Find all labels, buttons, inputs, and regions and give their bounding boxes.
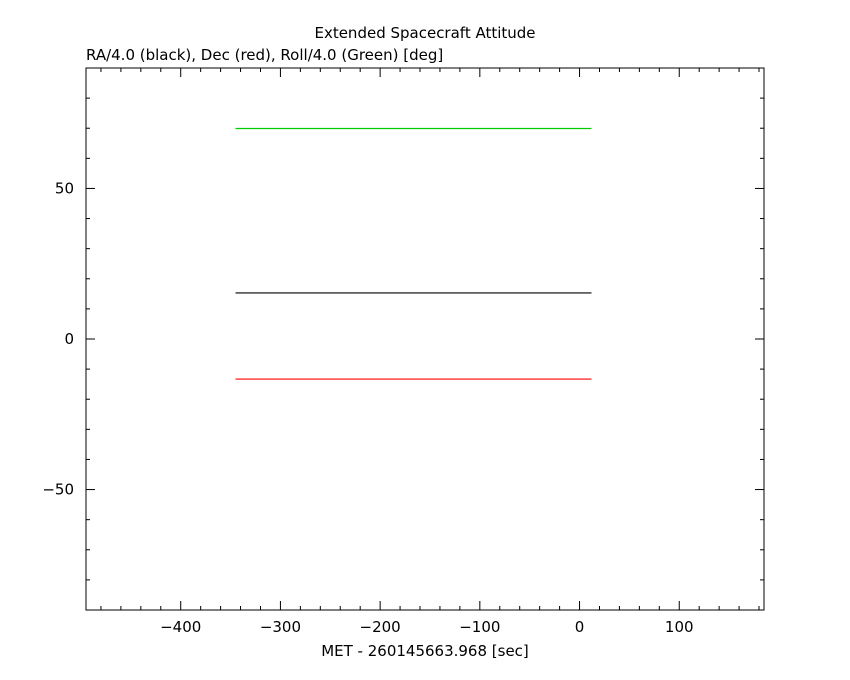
axis-tick-labels: −400 −300 −200 −100 0 100 50 0 −50 (42, 179, 693, 636)
y-tick-label: 50 (55, 179, 74, 197)
x-tick-label: −100 (459, 618, 500, 636)
data-series (235, 127, 592, 380)
x-tick-label: −300 (260, 618, 301, 636)
x-tick-label: 100 (665, 618, 694, 636)
plot-frame (85, 67, 765, 611)
axis-ticks (86, 67, 764, 611)
x-axis-label: MET - 260145663.968 [sec] (321, 642, 529, 660)
x-tick-label: −200 (360, 618, 401, 636)
x-tick-label: −400 (160, 618, 201, 636)
y-axis-label: RA/4.0 (black), Dec (red), Roll/4.0 (Gre… (86, 46, 443, 64)
x-tick-label: 0 (575, 618, 585, 636)
y-tick-label: 0 (64, 330, 74, 348)
y-tick-label: −50 (42, 481, 74, 499)
chart-title: Extended Spacecraft Attitude (314, 24, 535, 42)
